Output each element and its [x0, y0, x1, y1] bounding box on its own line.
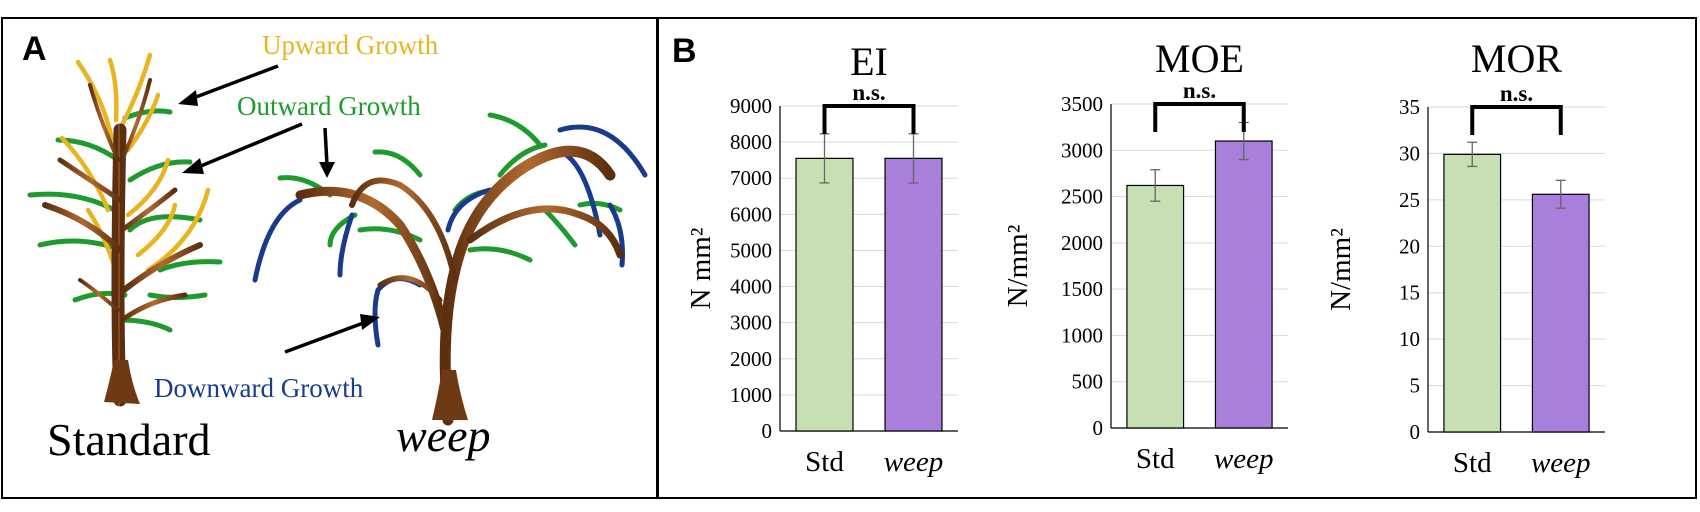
chart-mor: 0 5 10 15 20 25 30 35 Std weep n.s.MOR N/mm² — [1325, 36, 1605, 479]
significance-bracket — [1153, 102, 1246, 132]
panel-b-charts: 0100020003000400050006000700080009000Std… — [685, 36, 1605, 479]
y-tick-label: 7000 — [730, 166, 772, 190]
x-category-label: weep — [1214, 443, 1274, 475]
y-tick-label: 3000 — [1061, 138, 1103, 162]
upward-arrowhead — [178, 90, 198, 106]
y-axis-label: N mm² — [685, 227, 717, 309]
outward-arrow-down — [323, 127, 329, 166]
x-category-label: Std — [805, 446, 844, 478]
upward-arrow — [187, 64, 279, 102]
bar-std — [1443, 153, 1502, 433]
weep-label: weep — [396, 410, 491, 461]
significance-label: n.s. — [852, 80, 885, 105]
bar-std — [1126, 184, 1185, 429]
bar-weep — [1531, 193, 1590, 433]
y-tick-label: 35 — [1399, 95, 1420, 119]
y-tick-label: 0 — [1093, 416, 1104, 440]
y-tick-label: 500 — [1072, 370, 1104, 394]
significance-label: n.s. — [1500, 81, 1533, 106]
y-tick-label: 3000 — [730, 311, 772, 335]
y-tick-label: 5000 — [730, 238, 772, 262]
significance-bracket — [1470, 105, 1563, 135]
panel-a-letter: A — [22, 30, 47, 68]
y-axis-label: N/mm² — [1002, 224, 1034, 307]
y-tick-label: 1000 — [730, 383, 772, 407]
weeping-tree-illustration — [252, 112, 648, 426]
y-tick-label: 3500 — [1061, 92, 1103, 116]
x-category-label: Std — [1136, 443, 1175, 475]
outward-growth-label: Outward Growth — [237, 91, 421, 121]
bar-weep — [884, 157, 943, 432]
y-tick-label: 2000 — [1061, 231, 1103, 255]
y-tick-label: 6000 — [730, 202, 772, 226]
outward-arrowhead-down — [319, 162, 335, 178]
chart-moe: 0 500 1000 1500 2000 2500 3000 3500 Std weep n.s.M… — [1002, 36, 1288, 475]
downward-growth-label: Downward Growth — [154, 373, 364, 403]
y-tick-label: 5 — [1410, 374, 1421, 398]
bar-weep — [1214, 140, 1273, 429]
y-tick-label: 0 — [762, 419, 773, 443]
panel-a-arrows — [178, 64, 380, 354]
downward-arrowhead — [360, 314, 380, 330]
chart-title: MOE — [1155, 36, 1244, 81]
y-tick-label: 20 — [1399, 234, 1420, 258]
y-tick-label: 8000 — [730, 130, 772, 154]
y-tick-label: 0 — [1410, 420, 1421, 444]
chart-ei: 0 1000 2000 3000 4000 5000 6000 7000 8000 9000 Std… — [685, 39, 958, 478]
outward-arrow-left — [195, 122, 303, 170]
y-tick-label: 25 — [1399, 188, 1420, 212]
bar-std — [795, 157, 854, 432]
y-tick-label: 4000 — [730, 275, 772, 299]
y-tick-label: 30 — [1399, 141, 1420, 165]
chart-title: MOR — [1471, 36, 1562, 81]
x-category-label: Std — [1453, 447, 1492, 479]
y-tick-label: 1500 — [1061, 277, 1103, 301]
upward-growth-label: Upward Growth — [262, 30, 439, 60]
y-tick-label: 15 — [1399, 281, 1420, 305]
panel-b-letter: B — [672, 32, 697, 70]
significance-bracket — [822, 104, 916, 134]
y-tick-label: 1000 — [1061, 323, 1103, 347]
x-category-label: weep — [884, 446, 944, 478]
significance-label: n.s. — [1183, 78, 1216, 103]
chart-title: EI — [850, 39, 888, 84]
y-axis-label: N/mm² — [1325, 228, 1357, 311]
standard-label: Standard — [47, 414, 211, 465]
downward-arrow — [284, 320, 367, 354]
panel-b-frame — [657, 17, 1697, 499]
x-category-label: weep — [1531, 447, 1591, 479]
y-tick-label: 9000 — [730, 94, 772, 118]
standard-tree-illustration — [27, 52, 223, 407]
y-tick-label: 2500 — [1061, 185, 1103, 209]
outward-arrowhead-left — [182, 158, 204, 174]
y-tick-label: 2000 — [730, 347, 772, 371]
y-tick-label: 10 — [1399, 327, 1420, 351]
